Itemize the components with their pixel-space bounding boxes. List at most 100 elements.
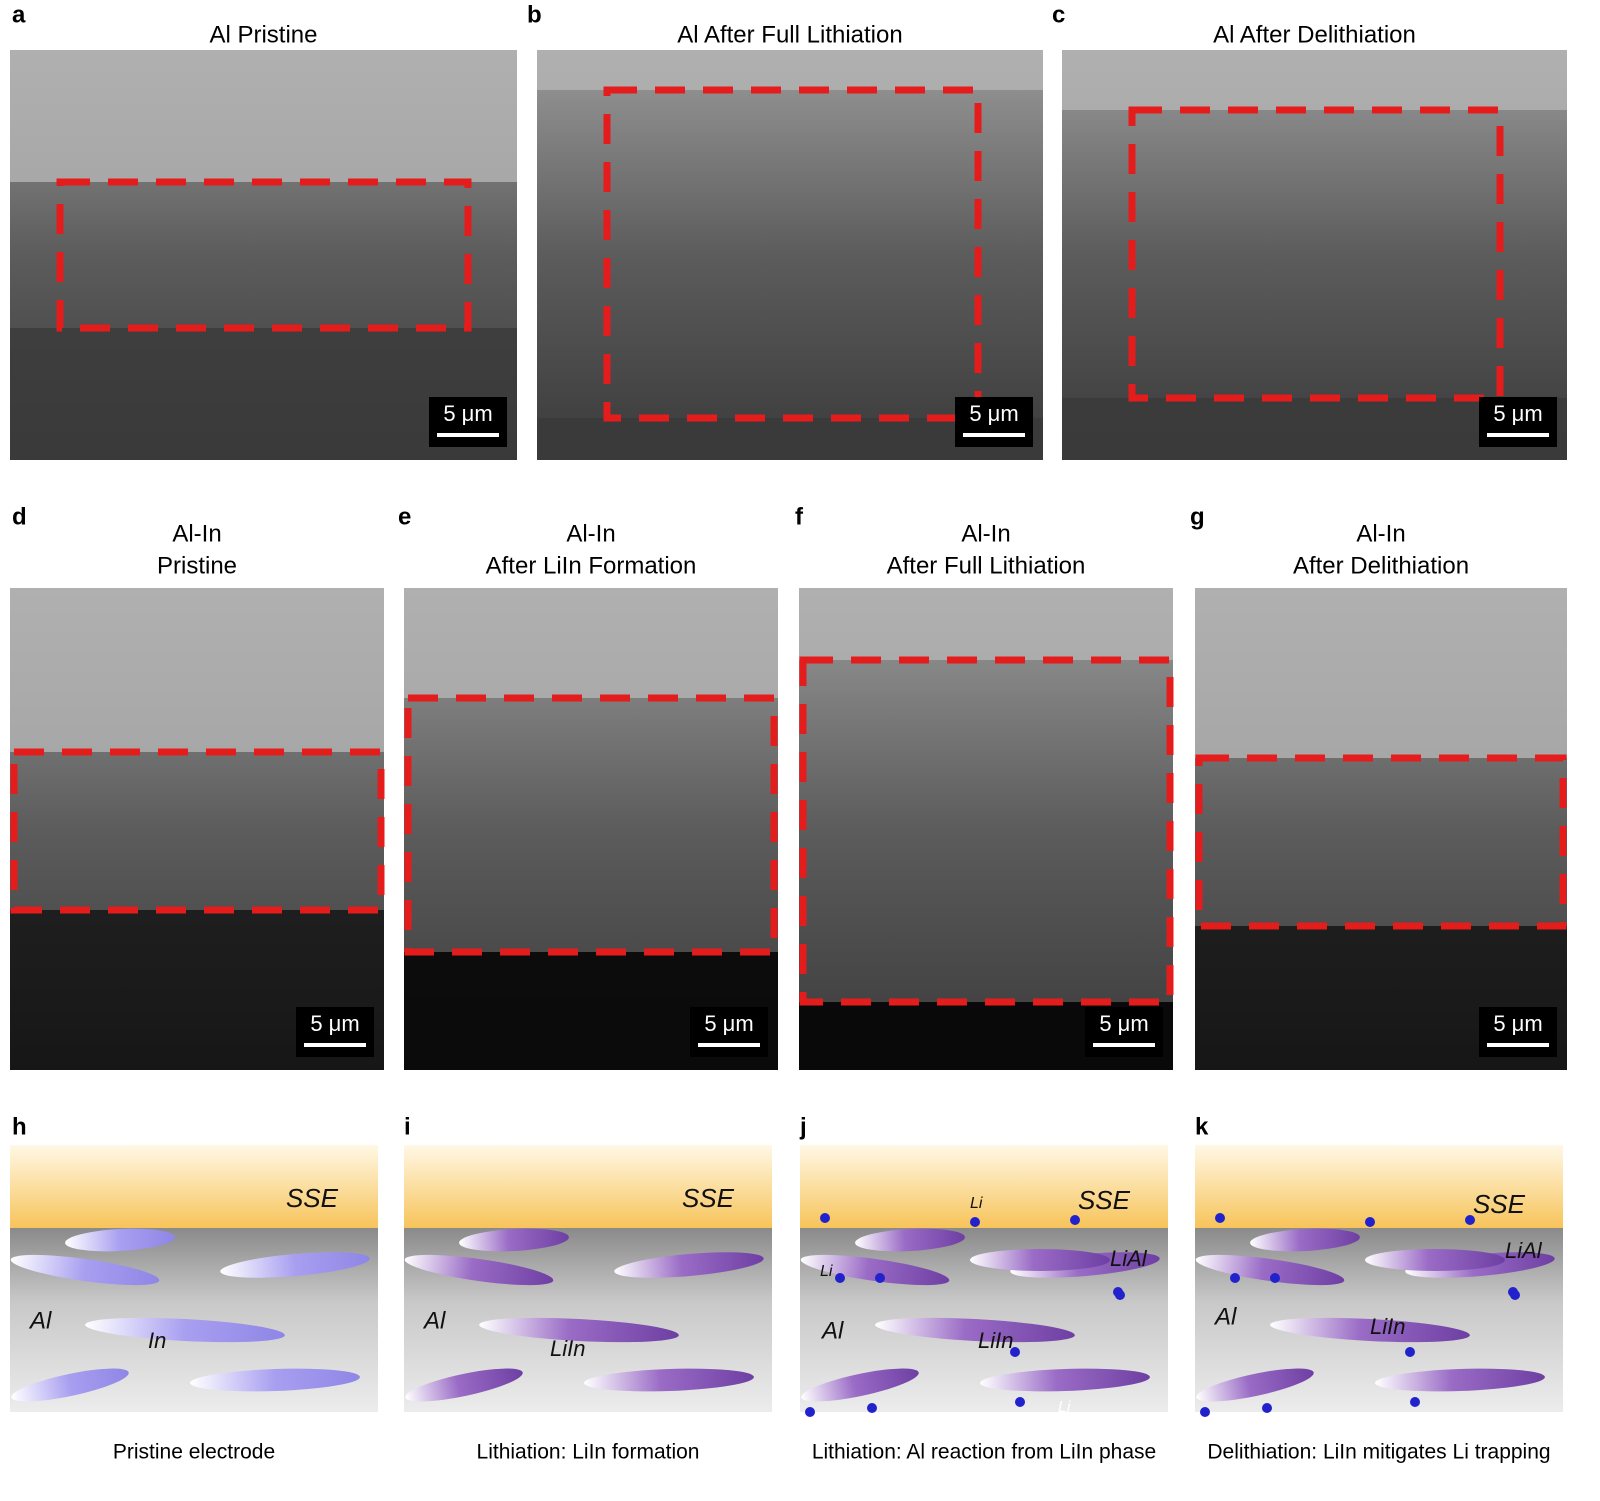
region-box <box>1195 754 1567 930</box>
panel-letter: h <box>12 1113 27 1140</box>
li-ion <box>1200 1407 1210 1417</box>
panel-letter: f <box>795 503 804 530</box>
schematic-label: Li <box>970 1195 983 1212</box>
li-ion <box>1070 1215 1080 1225</box>
panel-letter: d <box>12 503 27 530</box>
caption: Lithiation: LiIn formation <box>477 1441 700 1464</box>
panel-letter: c <box>1052 1 1065 28</box>
panel-title: Al-In <box>172 520 221 547</box>
particle <box>1270 1317 1470 1343</box>
li-ion <box>1115 1290 1125 1300</box>
region-box <box>799 656 1174 1006</box>
scale-bar-bg <box>429 397 507 447</box>
scale-bar-bg <box>296 1007 374 1057</box>
schematic-label: Li <box>1058 1399 1071 1416</box>
schematic-label: Al <box>820 1317 844 1344</box>
scale-bar-label: 5 μm <box>969 401 1018 426</box>
sem-image <box>1062 50 1567 460</box>
schematic-label: SSE <box>1078 1185 1131 1215</box>
li-ion <box>820 1213 830 1223</box>
sem-image <box>537 50 1043 460</box>
region-box <box>56 178 472 332</box>
scale-bar-bg <box>955 397 1033 447</box>
panel-title: After Delithiation <box>1293 552 1469 579</box>
li-ion <box>1465 1215 1475 1225</box>
sem-top <box>10 50 517 182</box>
li-ion <box>970 1217 980 1227</box>
li-ion <box>1262 1403 1272 1413</box>
region-box <box>1128 106 1504 402</box>
panel-letter: i <box>404 1113 411 1140</box>
li-ion <box>1510 1290 1520 1300</box>
scale-bar-label: 5 μm <box>704 1011 753 1036</box>
panel-title: Al After Full Lithiation <box>677 21 902 48</box>
li-ion <box>1015 1397 1025 1407</box>
schematic-label: Al <box>1213 1303 1237 1330</box>
sem-top <box>10 588 384 752</box>
panel-letter: e <box>398 503 411 530</box>
scale-bar-bg <box>1085 1007 1163 1057</box>
schematic-label: In <box>148 1328 166 1353</box>
li-ion <box>1405 1347 1415 1357</box>
particle <box>1365 1249 1505 1271</box>
sse-layer <box>1195 1145 1563 1228</box>
particle <box>190 1368 360 1392</box>
li-ion <box>1230 1273 1240 1283</box>
particle <box>1250 1228 1360 1252</box>
schematic-label: LiAl <box>1110 1246 1148 1271</box>
particle <box>614 1252 764 1278</box>
schematic-label: LiIn <box>550 1336 585 1361</box>
schematic-label: SSE <box>286 1183 339 1213</box>
scale-bar-label: 5 μm <box>443 401 492 426</box>
panel-title: Pristine <box>157 552 237 579</box>
sse-layer <box>800 1145 1168 1228</box>
scale-bar-bg <box>1479 1007 1557 1057</box>
li-ion <box>1410 1397 1420 1407</box>
particle <box>980 1368 1150 1392</box>
schematic-label: Al <box>28 1307 52 1334</box>
particle <box>1196 1368 1314 1402</box>
panel-title: Al-In <box>961 520 1010 547</box>
li-ion <box>1010 1347 1020 1357</box>
panel-title: Al-In <box>1356 520 1405 547</box>
panel-letter: a <box>12 1 26 28</box>
particle <box>459 1228 569 1252</box>
sem-top <box>799 588 1173 660</box>
particle <box>970 1249 1110 1271</box>
caption: Pristine electrode <box>113 1441 275 1464</box>
sem-top <box>1062 50 1567 110</box>
region-box <box>10 748 385 914</box>
sse-layer <box>404 1145 772 1228</box>
li-ion <box>1365 1217 1375 1227</box>
sem-top <box>537 50 1043 90</box>
scale-bar-label: 5 μm <box>310 1011 359 1036</box>
sse-layer <box>10 1145 378 1228</box>
scale-bar-bg <box>1479 397 1557 447</box>
scale-bar-label: 5 μm <box>1493 1011 1542 1036</box>
panel-letter: j <box>799 1113 807 1140</box>
li-ion <box>805 1407 815 1417</box>
region-box <box>603 86 982 422</box>
particle <box>800 1254 950 1286</box>
li-ion <box>835 1273 845 1283</box>
sem-top <box>404 588 778 698</box>
sem-image <box>799 588 1173 1070</box>
panel-letter: g <box>1190 503 1205 530</box>
particle <box>1195 1254 1345 1286</box>
particle <box>405 1368 523 1402</box>
schematic-label: Al <box>422 1307 446 1334</box>
particle <box>1375 1368 1545 1392</box>
li-ion <box>867 1403 877 1413</box>
li-ion <box>875 1273 885 1283</box>
schematic-label: Li <box>820 1263 833 1280</box>
panel-title: After Full Lithiation <box>887 552 1086 579</box>
schematic-label: SSE <box>1473 1189 1526 1219</box>
particle <box>65 1228 175 1252</box>
particle <box>479 1317 679 1343</box>
particle <box>584 1368 754 1392</box>
particle <box>875 1317 1075 1343</box>
panel-title: Al Pristine <box>209 21 317 48</box>
scale-bar-label: 5 μm <box>1099 1011 1148 1036</box>
sem-top <box>1195 588 1567 758</box>
particle <box>220 1252 370 1278</box>
